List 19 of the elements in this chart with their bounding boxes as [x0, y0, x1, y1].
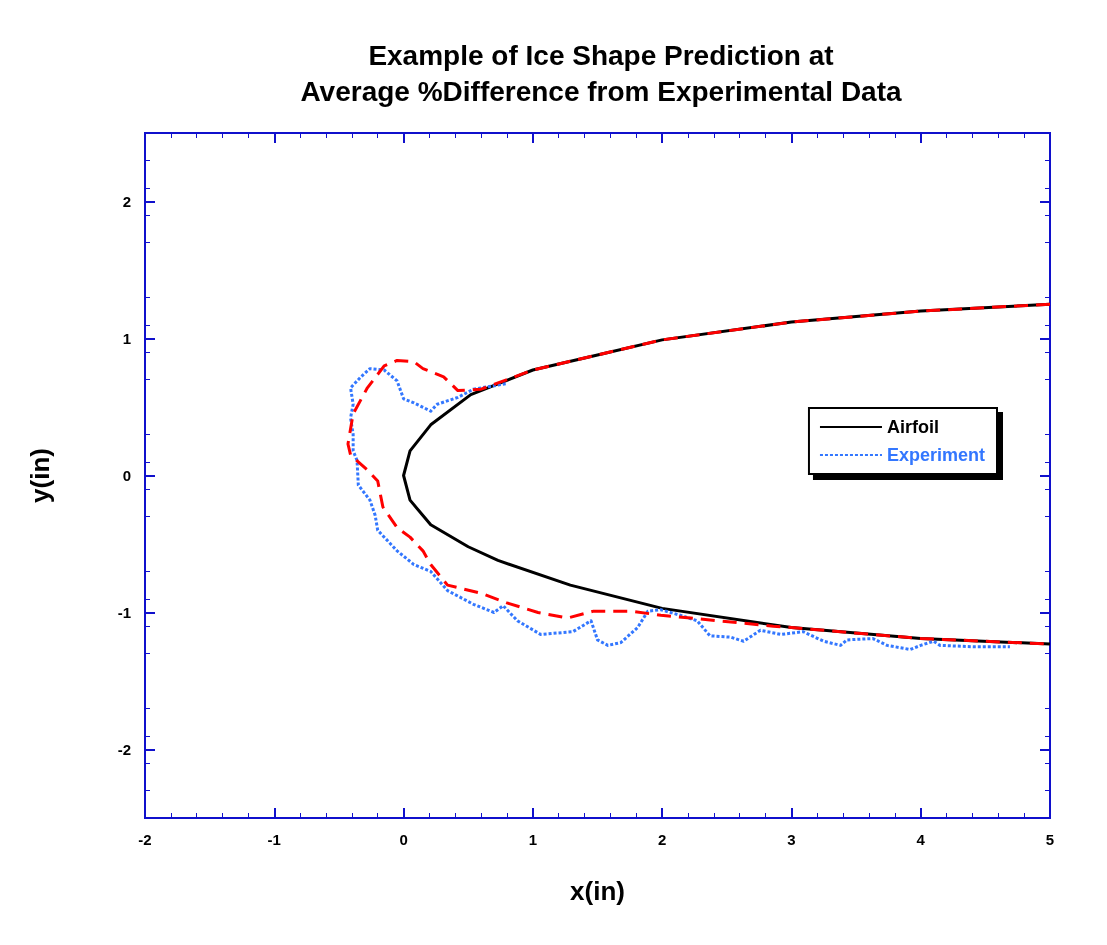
- x-tick-label: 3: [787, 831, 796, 848]
- y-tick-label: 0: [122, 467, 131, 484]
- y-tick-label: 1: [122, 330, 131, 347]
- legend-label: Airfoil: [886, 417, 939, 437]
- x-tick-label: 4: [916, 831, 926, 848]
- y-tick-label: -2: [117, 741, 131, 758]
- x-tick-label: 0: [399, 831, 408, 848]
- x-tick-label: -1: [267, 831, 281, 848]
- y-tick-label: 2: [122, 193, 131, 210]
- x-tick-label: 2: [657, 831, 667, 848]
- x-tick-label: -2: [138, 831, 152, 848]
- x-tick-label: 1: [528, 831, 538, 848]
- y-tick-label: -1: [117, 604, 131, 621]
- x-tick-label: 5: [1045, 831, 1055, 848]
- line-series: [349, 367, 1012, 651]
- y-axis-title: y(in): [25, 448, 55, 503]
- legend-label: Experiment: [886, 445, 986, 465]
- chart-title: Example of Ice Shape Prediction at Average %Difference from Experimental Data: [300, 39, 903, 107]
- x-axis-title: x(in): [570, 876, 625, 906]
